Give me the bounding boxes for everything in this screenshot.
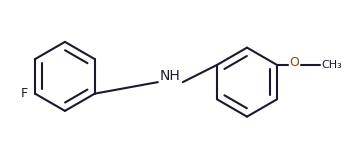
Text: NH: NH [160, 69, 181, 83]
Text: CH₃: CH₃ [321, 60, 342, 70]
Text: O: O [289, 56, 299, 70]
Text: F: F [21, 87, 28, 100]
